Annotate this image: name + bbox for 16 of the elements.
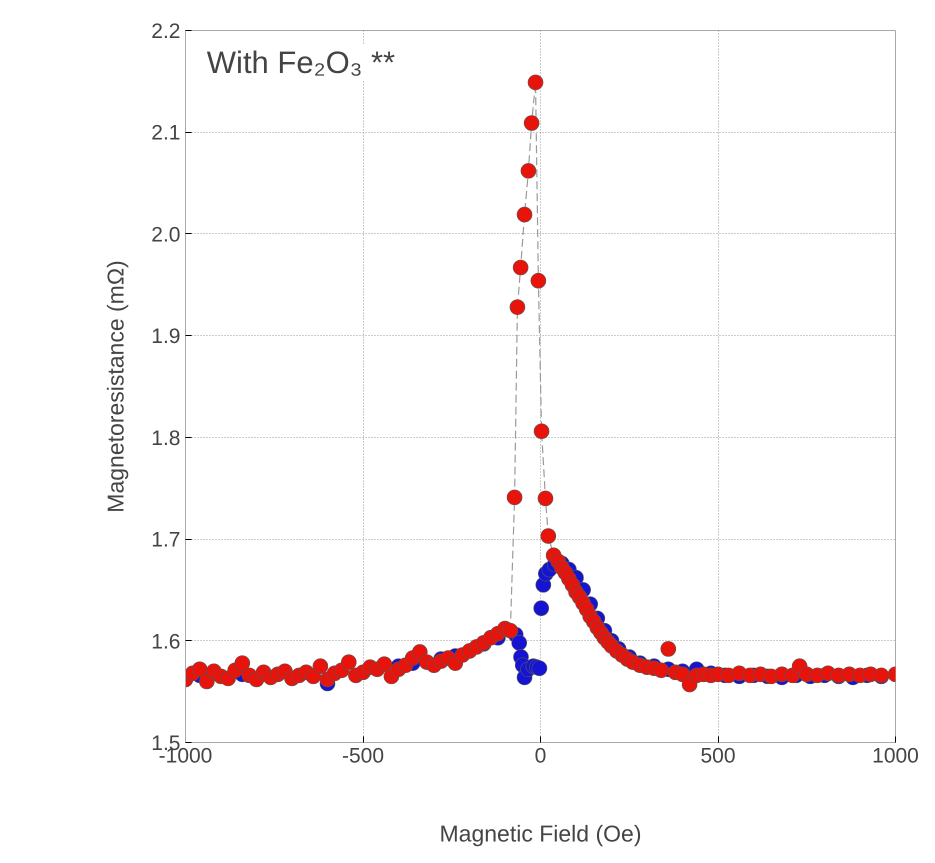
y-tick-label: 1.6 [151,630,181,654]
y-axis-title: Magnetoresistance (mΩ) [102,260,128,513]
y-tick-label: 2.2 [151,20,181,43]
point [533,600,550,616]
x-tick-label: 1000 [872,744,919,768]
y-tick-label: 1.8 [151,426,181,450]
x-tick-label: 0 [534,744,546,768]
x-tick-label: 500 [700,744,736,768]
y-tick-label: 1.7 [151,528,181,552]
y-tick-label: 2.1 [151,122,181,145]
y-tick-label: 1.9 [151,325,181,348]
annotation: With Fe₂O₃ ** [206,45,396,80]
y-tick-label: 2.0 [151,223,181,246]
point [511,635,527,651]
x-axis-title: Magnetic Field (Oe) [440,820,642,846]
x-tick-label: -500 [342,744,384,768]
